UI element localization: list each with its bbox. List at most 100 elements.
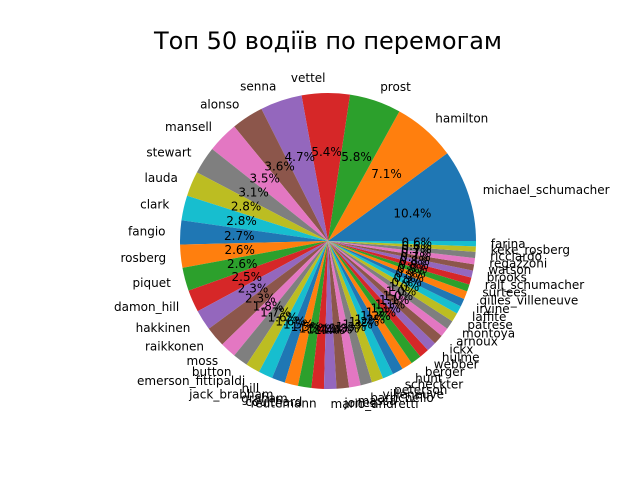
slice-label: vettel [291, 71, 326, 85]
pie-slice-piquet [182, 241, 328, 291]
slice-label: arnoux [456, 334, 498, 348]
slice-label: reutemann [251, 396, 317, 410]
slice-label: stewart [146, 145, 191, 159]
pie-slice-gilles-villeneuve [328, 241, 468, 299]
pie-slice-rosberg [180, 241, 328, 268]
slice-label: clark [140, 198, 169, 212]
percent-label: 1.5% [283, 318, 314, 332]
percent-label: 2.7% [224, 229, 255, 243]
slice-label: hakkinen [136, 321, 191, 335]
percent-label: 0.7% [401, 246, 432, 260]
percent-label: 0.8% [397, 262, 428, 276]
slice-label: webber [434, 358, 479, 372]
pie-slice-surtees [328, 241, 470, 292]
pie-slice-regazzoni [328, 241, 476, 265]
pie-slice-villeneuve [328, 241, 384, 383]
slice-label: brooks [487, 270, 527, 284]
pie-slice-berger [328, 241, 421, 364]
percent-labels: 10.4%7.1%5.8%5.4%4.7%3.6%3.5%3.1%2.8%2.8… [224, 145, 432, 337]
pie-slice-coulthard [297, 241, 328, 389]
percent-label: 0.7% [400, 250, 431, 264]
chart-title: Топ 50 водіїв по перемогам [153, 27, 502, 55]
percent-label: 1.6% [275, 315, 306, 329]
pie-slice-watson [328, 241, 475, 271]
slice-label: ricciardo [490, 249, 542, 263]
pie-slice-button [234, 241, 328, 365]
pie-slice-montoya [328, 241, 453, 329]
percent-label: 1.2% [366, 305, 397, 319]
slice-label: gilles_villeneuve [480, 294, 579, 308]
pie-slice-farina [328, 241, 476, 247]
slice-label: peterson [394, 383, 447, 397]
percent-label: 1.4% [314, 323, 345, 337]
slice-label: emerson_fittipaldi [137, 374, 245, 388]
slice-label: moss [187, 354, 219, 368]
pie-slice-jack-brabham [272, 241, 328, 383]
slice-label: patrese [467, 318, 512, 332]
percent-label: 1.7% [260, 306, 291, 320]
pie-slice-arnoux [328, 241, 448, 336]
slice-label: ralf_schumacher [485, 278, 585, 292]
percent-label: 2.5% [232, 270, 263, 284]
percent-label: 5.8% [341, 150, 372, 164]
slice-label: berger [425, 365, 465, 379]
slice-label: fangio [128, 225, 165, 239]
slice-label: laffite [472, 310, 506, 324]
slice-label: graham [241, 392, 288, 406]
percent-label: 7.1% [371, 167, 402, 181]
slice-label: raikkonen [145, 339, 204, 353]
pie-slice-barrichello [328, 241, 373, 386]
pie-slices [179, 92, 476, 389]
pie-slice-webber [328, 241, 428, 357]
pie-slice-clark [181, 195, 328, 241]
percent-label: 1.3% [336, 320, 367, 334]
percent-label: 1.1% [375, 298, 406, 312]
slice-label: jones [343, 396, 376, 410]
pie-slice-peterson [328, 241, 393, 379]
pie-slice-michael-schumacher [328, 153, 476, 241]
percent-label: 1.2% [355, 312, 386, 326]
percent-label: 1.0% [389, 280, 420, 294]
percent-label: 0.6% [401, 239, 432, 253]
percent-label: 2.3% [238, 282, 269, 296]
pie-slice-raikkonen [208, 241, 328, 345]
pie-slice-alonso [234, 108, 328, 241]
pie-slice-prost [328, 94, 400, 242]
pie-slice-graham [284, 241, 328, 386]
pie-slice-patrese [328, 241, 457, 322]
slice-label: irvine [476, 302, 510, 316]
percent-label: 0.6% [402, 236, 433, 250]
slice-label: surtees [482, 286, 527, 300]
slice-label: farina [491, 237, 526, 251]
percent-label: 10.4% [393, 206, 431, 220]
percent-label: 0.9% [395, 267, 426, 281]
percent-label: 1.4% [322, 322, 353, 336]
slice-label: lauda [145, 171, 178, 185]
percent-label: 1.1% [370, 302, 401, 316]
percent-label: 2.8% [231, 200, 262, 214]
slice-label: mario_andretti [331, 397, 419, 411]
slice-label: mansell [165, 120, 212, 134]
slice-label: piquet [133, 276, 172, 290]
slice-label: ickx [449, 342, 473, 356]
percent-label: 1.3% [342, 318, 373, 332]
pie-slice-hunt [328, 241, 412, 369]
pie-slice-ickx [328, 241, 442, 344]
slice-label: senna [240, 80, 276, 94]
slice-label: barrichello [370, 391, 434, 405]
pie-slice-hulme [328, 241, 436, 351]
pie-slice-laffite [328, 241, 461, 314]
percent-label: 4.7% [285, 150, 316, 164]
pie-slice-ralf-schumacher [328, 241, 472, 285]
slice-label: montoya [462, 326, 515, 340]
percent-label: 2.8% [226, 214, 257, 228]
pie-slice-emerson-fittipaldi [246, 241, 328, 372]
percent-label: 5.4% [311, 145, 342, 159]
percent-label: 1.4% [307, 323, 338, 337]
percent-label: 1.1% [379, 293, 410, 307]
percent-label: 3.5% [249, 172, 280, 186]
pie-slice-massa [328, 241, 361, 388]
slice-label: hulme [442, 350, 480, 364]
percent-label: 1.8% [253, 300, 284, 314]
